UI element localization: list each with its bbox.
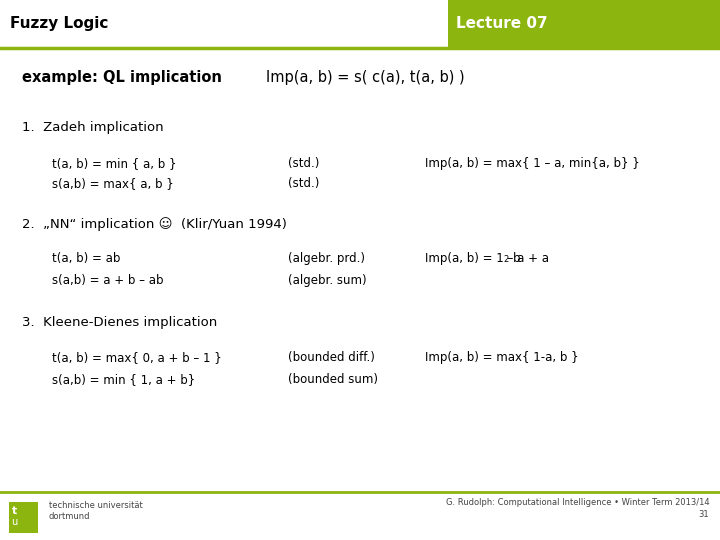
Text: t(a, b) = max{ 0, a + b – 1 }: t(a, b) = max{ 0, a + b – 1 } [52,351,222,364]
Text: technische universität: technische universität [49,501,143,510]
Text: Imp(a, b) = 1 – a + a: Imp(a, b) = 1 – a + a [425,252,549,265]
Text: Fuzzy Logic: Fuzzy Logic [10,16,109,31]
Text: (algebr. sum): (algebr. sum) [288,274,366,287]
Text: (bounded sum): (bounded sum) [288,373,378,386]
Text: 2: 2 [503,255,508,264]
Text: s(a,b) = a + b – ab: s(a,b) = a + b – ab [52,274,163,287]
Text: s(a,b) = max{ a, b }: s(a,b) = max{ a, b } [52,177,174,190]
Text: u: u [12,517,18,528]
Text: 1.  Zadeh implication: 1. Zadeh implication [22,122,163,134]
Bar [9,502,38,533]
Text: s(a,b) = min { 1, a + b}: s(a,b) = min { 1, a + b} [52,373,195,386]
Text: G. Rudolph: Computational Intelligence • Winter Term 2013/14: G. Rudolph: Computational Intelligence •… [446,498,709,507]
Text: (std.): (std.) [288,157,320,170]
Text: t(a, b) = min { a, b }: t(a, b) = min { a, b } [52,157,176,170]
Text: Imp(a, b) = s( c(a), t(a, b) ): Imp(a, b) = s( c(a), t(a, b) ) [266,70,465,85]
Text: Imp(a, b) = max{ 1 – a, min{a, b} }: Imp(a, b) = max{ 1 – a, min{a, b} } [425,157,639,170]
Text: (std.): (std.) [288,177,320,190]
Bar [448,0,720,48]
Text: example: QL implication: example: QL implication [22,70,222,85]
Text: Imp(a, b) = max{ 1-a, b }: Imp(a, b) = max{ 1-a, b } [425,351,578,364]
Text: (algebr. prd.): (algebr. prd.) [288,252,365,265]
Text: b: b [513,252,521,265]
Text: dortmund: dortmund [49,512,91,521]
Text: 31: 31 [698,510,709,519]
Text: t(a, b) = ab: t(a, b) = ab [52,252,120,265]
Text: Lecture 07: Lecture 07 [456,16,548,31]
Text: (bounded diff.): (bounded diff.) [288,351,375,364]
Text: t: t [12,506,17,516]
Text: 3.  Kleene-Dienes implication: 3. Kleene-Dienes implication [22,316,217,329]
Bar [0,0,448,48]
Text: 2.  „NN“ implication ☺  (Klir/Yuan 1994): 2. „NN“ implication ☺ (Klir/Yuan 1994) [22,217,287,231]
